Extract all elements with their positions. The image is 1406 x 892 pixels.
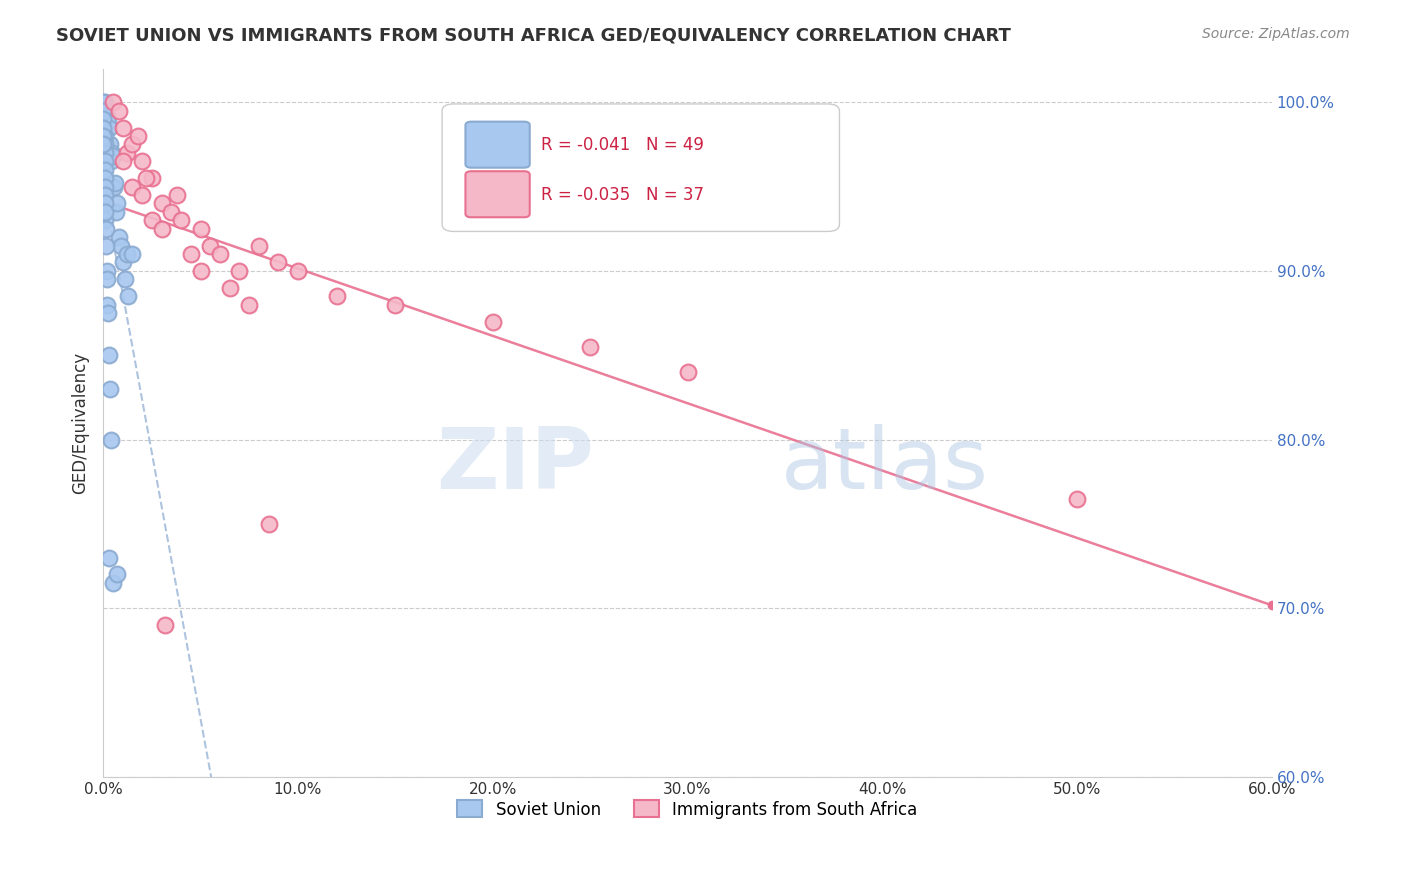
Point [121,247,143,261]
Point [91,137,114,152]
Point [104,176,127,190]
Point [247,238,270,252]
Point [98,382,121,396]
Point [96,272,118,286]
Point [111,120,134,135]
Point [105,567,128,582]
Point [267,255,290,269]
Point [141,171,163,186]
Point [100,154,122,169]
Point [96,264,118,278]
Point [94,205,117,219]
Point [150,196,173,211]
Point [121,137,143,152]
Text: R = -0.041   N = 49: R = -0.041 N = 49 [541,136,704,154]
Point [107,230,129,244]
Point [94,154,117,169]
Point [121,179,143,194]
Point [94,128,117,143]
Point [94,137,117,152]
FancyBboxPatch shape [465,121,530,168]
Point [481,314,503,328]
Point [94,196,117,211]
Point [101,95,124,110]
Point [94,95,117,110]
Point [96,298,118,312]
Point [257,516,280,531]
Point [97,306,120,320]
Point [91,128,114,143]
Point [115,247,138,261]
Point [96,109,118,123]
Point [94,221,117,235]
Point [103,179,125,194]
Point [101,149,124,163]
Point [208,247,231,261]
Point [94,179,117,194]
Point [127,128,149,143]
Point [104,205,127,219]
Text: atlas: atlas [780,424,988,507]
Legend: Soviet Union, Immigrants from South Africa: Soviet Union, Immigrants from South Afri… [451,794,924,825]
Point [384,298,406,312]
Point [98,120,121,135]
Text: SOVIET UNION VS IMMIGRANTS FROM SOUTH AFRICA GED/EQUIVALENCY CORRELATION CHART: SOVIET UNION VS IMMIGRANTS FROM SOUTH AF… [56,27,1011,45]
Point [150,221,173,235]
Point [94,238,117,252]
Point [228,264,250,278]
Point [117,289,139,303]
Point [101,575,124,590]
Point [166,188,188,202]
FancyBboxPatch shape [465,171,530,218]
Point [94,171,117,186]
Point [155,618,177,632]
Point [170,213,193,227]
Point [190,264,212,278]
Point [180,247,202,261]
Point [135,171,157,186]
Point [91,120,114,135]
Point [114,272,136,286]
Point [98,137,121,152]
FancyBboxPatch shape [441,104,839,231]
Point [190,221,212,235]
Point [94,145,117,160]
Point [91,112,114,127]
Point [115,145,138,160]
Point [160,205,183,219]
Point [91,95,114,110]
Point [1066,491,1088,506]
Point [238,298,260,312]
Point [110,238,132,252]
Point [218,281,240,295]
Point [107,103,129,118]
Point [91,103,114,118]
Point [131,154,153,169]
Point [101,145,124,160]
Text: Source: ZipAtlas.com: Source: ZipAtlas.com [1202,27,1350,41]
Point [326,289,349,303]
Point [94,162,117,177]
Y-axis label: GED/Equivalency: GED/Equivalency [72,351,89,494]
Point [98,348,121,362]
Point [94,103,117,118]
Point [676,365,699,379]
Point [105,196,128,211]
Point [97,115,120,129]
Point [111,255,134,269]
Text: R = -0.035   N = 37: R = -0.035 N = 37 [541,186,704,203]
Point [579,340,602,354]
Text: ZIP: ZIP [436,424,593,507]
Point [94,188,117,202]
Point [131,188,153,202]
Point [111,154,134,169]
Point [94,213,117,227]
Point [200,238,222,252]
Point [98,550,121,565]
Point [287,264,309,278]
Point [100,433,122,447]
Point [141,213,163,227]
